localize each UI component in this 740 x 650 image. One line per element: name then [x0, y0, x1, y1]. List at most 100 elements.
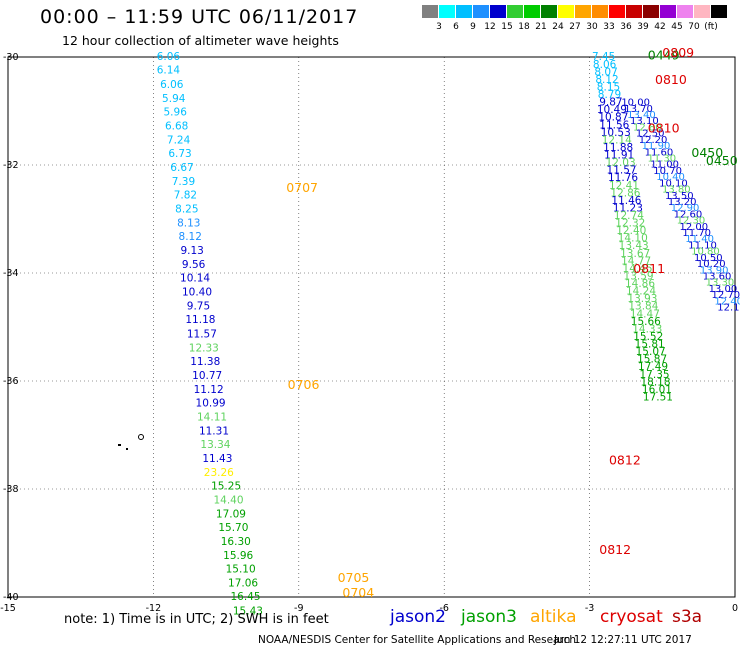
data-point-label: 14.77: [621, 255, 651, 267]
pass-time-label: 0449: [648, 48, 680, 63]
data-point-label: 17.09: [216, 509, 246, 521]
data-point-label: 15.52: [633, 331, 663, 343]
scale-label: 3: [436, 22, 442, 32]
data-point-label: 10.14: [180, 273, 210, 285]
scale-swatch: [541, 5, 558, 18]
scale-swatch: [507, 5, 524, 18]
scale-swatch: [711, 5, 728, 18]
data-point-label: 12.86: [610, 187, 640, 199]
streak-point-label: 12.30: [677, 216, 706, 227]
data-point-label: 11.12: [194, 384, 224, 396]
data-point-label: 11.38: [190, 356, 220, 368]
pass-time-label: 0810: [648, 121, 680, 136]
streak-point-label: 13.30: [706, 278, 735, 289]
credit-text: NOAA/NESDIS Center for Satellite Applica…: [258, 634, 576, 646]
streak-point-label: 10.40: [656, 172, 685, 183]
data-point-label: 5.94: [162, 93, 186, 105]
data-point-label: 8.07: [594, 66, 617, 78]
streak-point-label: 12.10: [717, 303, 740, 314]
streak-point-label: 13.60: [703, 271, 732, 282]
scale-label: 18: [518, 22, 530, 32]
data-point-label: 7.39: [172, 176, 195, 188]
island-mark: [126, 448, 128, 450]
data-point-label: 13.59: [624, 270, 654, 282]
scale-label: 45: [671, 22, 683, 32]
scale-swatch: [694, 5, 711, 18]
pass-time-label: 0704: [342, 585, 374, 600]
streak-point-label: 11.70: [682, 228, 711, 239]
streak-point-label: 10.20: [697, 259, 726, 270]
streak-point-label: 13.90: [700, 265, 729, 276]
data-point-label: 12.33: [189, 342, 219, 354]
data-point-label: 9.75: [187, 301, 210, 313]
streak-point-label: 12.90: [671, 203, 700, 214]
x-tick-label: -3: [585, 603, 594, 614]
data-point-label: 10.87: [598, 112, 628, 124]
streak-point-label: 11.90: [642, 141, 671, 152]
x-tick-label: -9: [294, 603, 303, 614]
data-point-label: 11.88: [603, 142, 633, 154]
streak-point-label: 12.60: [674, 209, 703, 220]
pass-time-label: 0450: [706, 153, 738, 168]
data-point-label: 8.79: [598, 89, 621, 101]
plot-frame: [7, 56, 736, 598]
data-point-label: 9.13: [180, 245, 203, 257]
data-point-label: 15.96: [223, 550, 253, 562]
pass-time-label: 0810: [655, 72, 687, 87]
scale-label: 36: [620, 22, 632, 32]
data-point-label: 15.07: [636, 346, 666, 358]
streak-point-label: 12.80: [633, 122, 662, 133]
pass-time-label: 0809: [662, 45, 694, 60]
data-point-label: 9.56: [182, 259, 206, 271]
data-point-label: 17.51: [643, 391, 673, 403]
pass-time-label: 0707: [286, 180, 318, 195]
data-point-label: 14.33: [632, 323, 662, 335]
data-point-label: 8.12: [179, 231, 202, 243]
y-tick-label: -36: [3, 376, 19, 387]
data-point-label: 6.06: [157, 51, 181, 63]
pass-time-label: 0705: [338, 570, 370, 585]
data-point-label: 16.01: [642, 384, 672, 396]
data-point-label: 15.70: [218, 522, 248, 534]
streak-point-label: 11.30: [647, 153, 676, 164]
data-point-label: 15.66: [631, 316, 661, 328]
scale-label: 39: [637, 22, 649, 32]
data-point-label: 17.49: [638, 361, 668, 373]
x-tick-label: -12: [146, 603, 162, 614]
data-point-label: 5.96: [164, 106, 188, 118]
streak-point-label: 13.70: [624, 104, 653, 115]
streak-point-label: 13.50: [665, 191, 694, 202]
legend-item-cryosat: cryosat: [600, 607, 663, 627]
scale-swatch: [677, 5, 694, 18]
scale-swatch: [473, 5, 490, 18]
streak-point-label: 13.20: [668, 197, 697, 208]
scale-label: (ft): [704, 22, 718, 32]
data-point-label: 14.24: [626, 286, 656, 298]
streak-point-label: 12.50: [636, 129, 665, 140]
scale-swatch: [456, 5, 473, 18]
footnote: note: 1) Time is in UTC; 2) SWH is in fe…: [64, 612, 329, 627]
pass-time-label: 0706: [288, 377, 320, 392]
data-point-label: 6.06: [160, 79, 184, 91]
data-point-label: 10.77: [192, 370, 222, 382]
generation-timestamp: Jun 12 12:27:11 UTC 2017: [554, 634, 692, 646]
data-point-label: 14.86: [625, 278, 655, 290]
data-point-label: 14.11: [197, 411, 227, 423]
pass-time-label: 0812: [599, 542, 631, 557]
data-point-label: 18.18: [640, 376, 670, 388]
data-point-label: 6.68: [165, 120, 188, 132]
scale-label: 24: [552, 22, 564, 32]
chart-subtitle: 12 hour collection of altimeter wave hei…: [62, 33, 339, 48]
data-point-label: 14.45: [623, 263, 653, 275]
data-point-label: 15.43: [233, 605, 263, 617]
streak-point-label: 12.00: [679, 222, 708, 233]
data-point-label: 8.13: [177, 218, 200, 230]
scale-label: 42: [654, 22, 666, 32]
data-point-label: 7.24: [167, 134, 191, 146]
y-tick-label: -32: [3, 160, 19, 171]
data-point-label: 12.41: [609, 180, 639, 192]
streak-point-label: 13.40: [627, 110, 656, 121]
scale-label: 21: [535, 22, 547, 32]
streak-point-label: 13.80: [662, 185, 691, 196]
